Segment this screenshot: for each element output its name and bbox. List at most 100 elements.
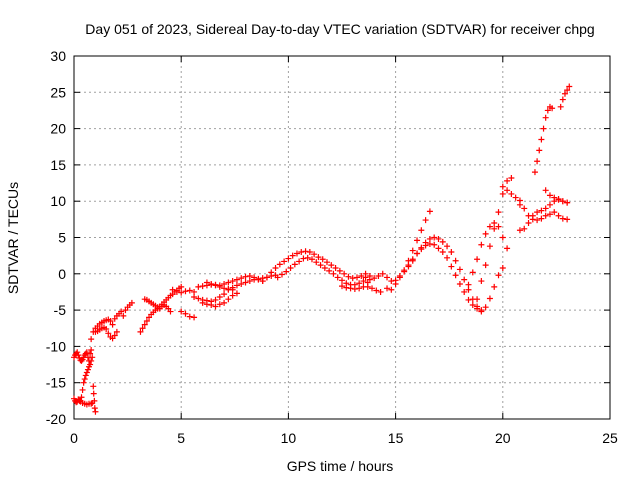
data-point xyxy=(233,276,240,283)
data-point xyxy=(191,294,198,301)
data-point xyxy=(564,87,571,94)
data-point xyxy=(452,272,459,279)
data-point xyxy=(439,249,446,256)
data-point xyxy=(313,259,320,266)
data-point xyxy=(521,225,528,232)
data-point xyxy=(141,321,148,328)
data-point xyxy=(431,234,438,241)
data-point xyxy=(559,198,566,205)
data-points xyxy=(71,83,573,415)
data-point xyxy=(169,286,176,293)
data-point xyxy=(272,264,279,271)
data-point xyxy=(199,283,206,290)
data-point xyxy=(366,272,373,279)
data-point xyxy=(203,279,210,286)
data-point xyxy=(364,283,371,290)
data-point xyxy=(186,313,193,320)
series-track-f xyxy=(92,324,120,342)
data-point xyxy=(276,261,283,268)
data-point xyxy=(546,211,553,218)
data-point xyxy=(439,238,446,245)
data-point xyxy=(478,278,485,285)
data-point xyxy=(531,169,538,176)
data-point xyxy=(499,264,506,271)
data-point xyxy=(499,183,506,190)
data-point xyxy=(330,270,337,277)
data-point xyxy=(238,275,245,282)
data-point xyxy=(356,280,363,287)
data-point xyxy=(212,303,219,310)
data-point xyxy=(549,105,556,112)
data-point xyxy=(199,299,206,306)
data-point xyxy=(559,215,566,222)
data-point xyxy=(212,281,219,288)
data-point xyxy=(251,274,258,281)
data-point xyxy=(212,296,219,303)
y-tick-label: 15 xyxy=(50,157,66,173)
data-point xyxy=(516,201,523,208)
data-point xyxy=(328,262,335,269)
data-point xyxy=(384,285,391,292)
data-point xyxy=(263,274,270,281)
data-point xyxy=(396,274,403,281)
data-point xyxy=(311,251,318,258)
data-point xyxy=(542,212,549,219)
data-point xyxy=(178,308,185,315)
data-point xyxy=(456,280,463,287)
y-tick-label: 10 xyxy=(50,193,66,209)
data-point xyxy=(283,268,290,275)
data-point xyxy=(81,376,88,383)
data-point xyxy=(84,366,91,373)
data-point xyxy=(229,278,236,285)
series-track-i xyxy=(169,286,198,296)
x-tick-label: 20 xyxy=(495,430,511,446)
data-point xyxy=(274,274,281,281)
data-point xyxy=(356,285,363,292)
x-tick-label: 0 xyxy=(70,430,78,446)
data-point xyxy=(469,269,476,276)
data-point xyxy=(321,264,328,271)
data-point xyxy=(564,199,571,206)
data-point xyxy=(538,215,545,222)
data-point xyxy=(536,147,543,154)
data-point xyxy=(461,288,468,295)
data-point xyxy=(482,230,489,237)
series-track-l xyxy=(199,290,240,310)
data-point xyxy=(555,196,562,203)
data-point xyxy=(178,289,185,296)
data-point xyxy=(229,286,236,293)
y-axis-label: SDTVAR / TECUs xyxy=(5,182,21,294)
data-point xyxy=(225,279,232,286)
data-point xyxy=(287,264,294,271)
data-point xyxy=(564,216,571,223)
data-point xyxy=(191,314,198,321)
data-point xyxy=(557,103,564,110)
data-point xyxy=(113,328,120,335)
data-point xyxy=(546,192,553,199)
data-point xyxy=(233,282,240,289)
data-point xyxy=(474,296,481,303)
data-point xyxy=(315,254,322,261)
data-point xyxy=(83,349,90,356)
data-point xyxy=(107,317,114,324)
data-point xyxy=(87,361,94,368)
data-point xyxy=(208,302,215,309)
data-point xyxy=(182,310,189,317)
data-point xyxy=(351,286,358,293)
data-point xyxy=(538,136,545,143)
series-track-p xyxy=(274,254,371,288)
data-point xyxy=(435,235,442,242)
data-point xyxy=(182,288,189,295)
data-point xyxy=(360,278,367,285)
data-point xyxy=(173,288,180,295)
data-point xyxy=(392,280,399,287)
data-point xyxy=(111,332,118,339)
data-point xyxy=(369,285,376,292)
data-point xyxy=(559,96,566,103)
series-track-x xyxy=(516,201,571,224)
data-point xyxy=(375,272,382,279)
data-point xyxy=(167,308,174,315)
data-point xyxy=(87,350,94,357)
data-point xyxy=(332,264,339,271)
